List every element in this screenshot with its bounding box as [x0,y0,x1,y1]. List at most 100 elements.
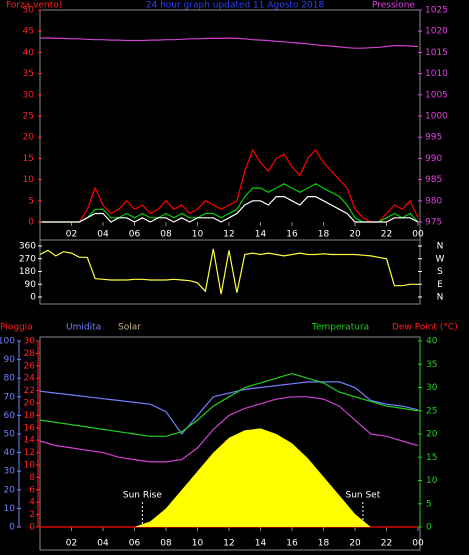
legend-label: Temperatura [311,323,369,333]
series-line [39,248,418,295]
x-tick-label: 16 [286,230,298,240]
x-tick-label: 00 [412,230,424,240]
tick-label: 35 [23,69,34,79]
series-line [39,396,419,463]
tick-label: 975 [425,218,442,228]
tick-label: W [436,254,445,264]
tick-label: 22 [24,386,35,396]
tick-label: 12 [24,448,35,458]
tick-label: 0 [9,523,15,533]
x-tick-label: 02 [66,230,77,240]
x-tick-label: 18 [318,539,330,549]
series-line [39,381,419,435]
tick-label: 980 [425,196,442,206]
tick-label: 0 [29,523,35,533]
legend-label: Umidita [66,323,101,333]
tick-label: 40 [23,48,35,58]
tick-label: 985 [425,175,442,185]
tick-label: 5 [28,196,34,206]
tick-label: 15 [426,453,437,463]
tick-label: 5 [426,499,432,509]
tick-label: 10 [24,461,36,471]
x-tick-label: 12 [223,539,234,549]
x-tick-label: 08 [160,230,172,240]
tick-label: 28 [24,349,36,359]
sun-label: Sun Set [345,491,380,501]
x-tick-label: 14 [255,539,267,549]
chart-title: 24 hour graph updated 11 Agosto 2018 [146,1,325,11]
x-tick-label: 20 [349,539,361,549]
tick-label: 995 [425,133,442,143]
tick-label: 30 [426,383,438,393]
tick-label: 25 [23,112,34,122]
legend-label: Solar [118,323,141,333]
x-tick-label: 00 [412,539,424,549]
tick-label: 2 [29,510,35,520]
tick-label: 100 [0,337,15,347]
tick-label: 180 [19,267,36,277]
series-line [40,148,419,223]
tick-label: 90 [25,280,37,290]
tick-label: E [437,280,443,290]
legend-label: Pioggia [0,323,33,333]
x-tick-label: 12 [223,230,234,240]
series-line [40,183,419,223]
series-line [40,196,419,223]
tick-label: 50 [23,6,35,16]
tick-label: 0 [28,218,34,228]
tick-label: 18 [24,411,36,421]
tick-label: 1025 [425,6,448,16]
tick-label: 4 [29,498,35,508]
tick-label: 60 [4,411,16,421]
tick-label: 15 [23,154,34,164]
tick-label: 1005 [425,90,448,100]
x-tick-label: 06 [129,230,141,240]
x-tick-label: 10 [192,539,204,549]
x-tick-label: 02 [66,539,77,549]
tick-label: 40 [4,448,16,458]
tick-label: 24 [24,374,36,384]
series-line [40,37,419,49]
x-tick-label: 06 [129,539,141,549]
tick-label: 80 [4,374,16,384]
x-tick-label: 16 [286,539,298,549]
tick-label: 1010 [425,69,448,79]
x-tick-label: 22 [381,230,392,240]
x-tick-label: 08 [160,539,172,549]
x-tick-label: 20 [349,230,361,240]
tick-label: 50 [4,430,16,440]
tick-label: 1000 [425,112,448,122]
tick-label: N [437,293,444,303]
tick-label: 90 [4,355,16,365]
x-tick-label: 14 [255,230,267,240]
tick-label: 20 [23,133,35,143]
solar-area [40,428,418,527]
tick-label: N [437,242,444,252]
tick-label: 360 [19,242,36,252]
x-tick-label: 04 [97,230,109,240]
legend-label: Dew Point (°C) [392,323,458,333]
wind-label: Forza vento) [6,1,62,11]
tick-label: 26 [24,361,36,371]
tick-label: 270 [19,254,36,264]
tick-label: 6 [29,485,35,495]
tick-label: 10 [426,476,438,486]
tick-label: 30 [4,467,16,477]
tick-label: 14 [24,436,36,446]
tick-label: 16 [24,423,36,433]
tick-label: 1015 [425,48,448,58]
tick-label: 30 [23,90,35,100]
x-tick-label: 18 [318,230,330,240]
tick-label: 70 [4,392,16,402]
tick-label: 990 [425,154,442,164]
tick-label: 25 [426,406,437,416]
tick-label: 30 [24,337,36,347]
tick-label: 45 [23,27,34,37]
tick-label: 0 [426,523,432,533]
x-tick-label: 10 [192,230,204,240]
tick-label: 0 [30,293,36,303]
sun-label: Sun Rise [123,491,162,501]
x-tick-label: 04 [97,539,109,549]
